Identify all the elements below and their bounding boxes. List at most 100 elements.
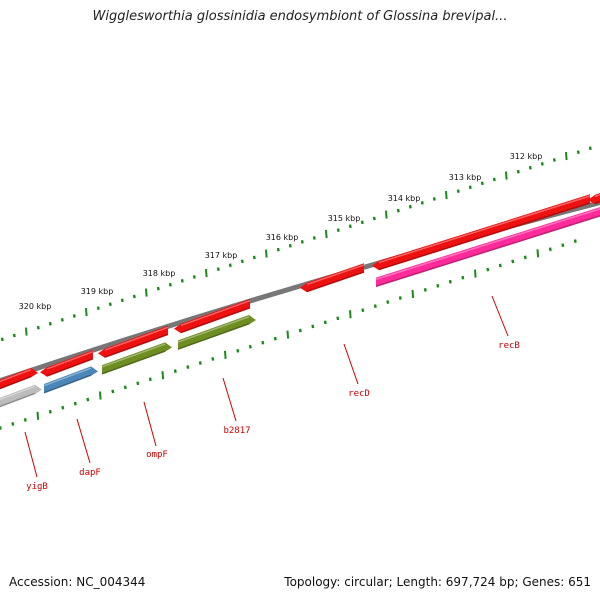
scale-tick xyxy=(456,189,460,193)
kbp-tick-label: 315 kbp xyxy=(328,214,361,223)
label-leader-recB xyxy=(491,295,509,337)
gene-arrow-unnamed-6[interactable] xyxy=(588,185,600,205)
scale-tick xyxy=(120,298,124,303)
scale-tick xyxy=(0,337,4,342)
gene-arrow-unnamed-3[interactable] xyxy=(98,325,169,358)
scale-tick xyxy=(300,240,304,244)
scale-tick-inner xyxy=(511,259,515,264)
scale-tick-inner xyxy=(448,279,452,284)
scale-tick xyxy=(396,208,400,213)
kbp-tick-label: 314 kbp xyxy=(388,194,421,203)
scale-tick-inner xyxy=(211,357,215,361)
scale-tick-inner xyxy=(86,397,90,402)
scale-tick xyxy=(252,255,256,260)
gene-arrow-recD[interactable] xyxy=(300,263,365,293)
scale-tick xyxy=(132,294,136,299)
kbp-tick-label: 313 kbp xyxy=(449,173,482,182)
gene-label-yigB[interactable]: yigB xyxy=(26,482,48,492)
scale-tick-inner xyxy=(573,239,577,243)
scale-tick-inner xyxy=(99,391,102,400)
gene-arrow-ompF[interactable] xyxy=(101,342,172,375)
scale-tick xyxy=(576,150,580,154)
scale-tick-inner xyxy=(136,381,140,386)
gene-arrow-unnamed-1[interactable] xyxy=(0,367,38,393)
scale-tick xyxy=(432,197,436,201)
scale-tick xyxy=(348,224,352,229)
label-leader-yigB xyxy=(24,431,38,478)
scale-tick xyxy=(540,162,544,166)
scale-tick xyxy=(12,333,16,338)
scale-tick-inner xyxy=(123,385,127,390)
scale-tick xyxy=(156,286,160,291)
scale-tick xyxy=(445,190,448,200)
gene-label-recD[interactable]: recD xyxy=(348,389,370,399)
gene-arrow-recB[interactable] xyxy=(375,206,600,288)
scale-tick xyxy=(288,243,292,248)
scale-tick-inner xyxy=(248,344,252,349)
scale-tick-inner xyxy=(386,300,390,304)
scale-tick-inner xyxy=(0,426,2,430)
kbp-tick-label: 320 kbp xyxy=(19,302,52,311)
gene-arrow-unnamed-4[interactable] xyxy=(174,299,251,334)
gene-label-b2817[interactable]: b2817 xyxy=(223,426,250,436)
scale-tick xyxy=(96,306,100,310)
scale-tick xyxy=(145,288,148,297)
scale-tick-inner xyxy=(561,243,565,248)
scale-tick xyxy=(216,267,220,271)
label-leader-dapF xyxy=(76,418,91,464)
gene-arrow-yigB[interactable] xyxy=(0,384,42,411)
scale-tick-inner xyxy=(498,263,502,268)
gene-label-recB[interactable]: recB xyxy=(498,341,520,351)
scale-tick xyxy=(192,275,196,279)
gene-label-ompF[interactable]: ompF xyxy=(146,450,168,460)
scale-tick-inner xyxy=(48,409,52,414)
gene-arrow-b2817[interactable] xyxy=(177,315,256,350)
gene-arrow-unnamed-5[interactable] xyxy=(372,194,591,271)
scale-tick-inner xyxy=(186,365,190,369)
scale-tick-inner xyxy=(224,350,227,359)
scale-tick xyxy=(108,302,112,307)
scale-tick xyxy=(420,201,424,205)
scale-tick xyxy=(48,321,52,326)
scale-tick-inner xyxy=(111,389,115,394)
scale-tick xyxy=(228,263,232,268)
scale-tick xyxy=(480,181,484,186)
scale-tick xyxy=(312,236,316,240)
scale-tick xyxy=(468,185,472,190)
accession-text: Accession: NC_004344 xyxy=(9,575,146,589)
gene-label-dapF[interactable]: dapF xyxy=(79,468,101,478)
kbp-scale: 312 kbp 313 kbp 314 kbp 315 kbp 316 kbp 317 k… xyxy=(0,146,592,430)
scale-tick xyxy=(25,327,28,336)
scale-tick-inner xyxy=(548,247,552,252)
scale-tick-inner xyxy=(161,371,165,380)
scale-tick xyxy=(276,247,280,252)
scale-tick-inner xyxy=(236,348,240,353)
scale-tick xyxy=(336,228,340,232)
scale-tick-inner xyxy=(336,316,340,321)
scale-tick xyxy=(408,204,412,209)
scale-tick-inner xyxy=(198,361,202,365)
scale-tick xyxy=(325,229,328,239)
scale-tick xyxy=(60,318,64,322)
scale-tick xyxy=(265,249,268,258)
scale-tick-inner xyxy=(523,255,527,260)
scale-tick-inner xyxy=(273,336,277,341)
topology-text: Topology: circular; Length: 697,724 bp; … xyxy=(284,575,591,589)
scale-tick-inner xyxy=(536,249,540,258)
scale-tick-inner xyxy=(423,288,427,292)
scale-tick xyxy=(168,282,172,287)
scale-tick xyxy=(565,151,568,161)
scale-tick-inner xyxy=(373,304,377,308)
scale-tick-inner xyxy=(61,405,65,410)
gene-arrow-unnamed-2[interactable] xyxy=(40,350,94,377)
gene-arrow-dapF[interactable] xyxy=(43,366,98,394)
kbp-tick-label: 316 kbp xyxy=(266,233,299,242)
gene-labels: recB recD b2817 ompF dapF yigB xyxy=(24,295,520,492)
scale-tick-inner xyxy=(486,267,490,272)
scale-tick-inner xyxy=(411,289,415,299)
scale-tick xyxy=(505,171,508,180)
scale-tick xyxy=(385,210,388,219)
label-leader-ompF xyxy=(143,401,157,447)
kbp-tick-label: 318 kbp xyxy=(143,269,176,278)
scale-tick-inner xyxy=(23,418,27,422)
